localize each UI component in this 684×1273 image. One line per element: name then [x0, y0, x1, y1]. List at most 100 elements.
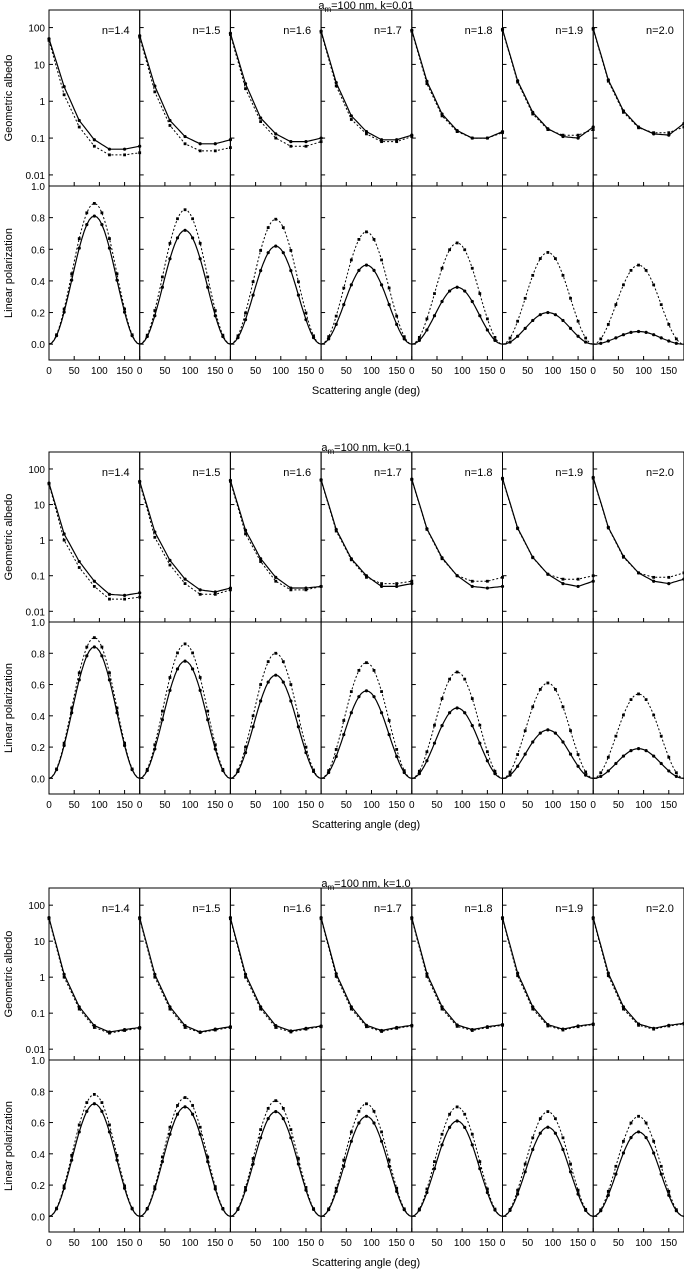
x-tick-label: 100 — [182, 366, 199, 377]
polarization-dotted-point — [251, 714, 255, 718]
polarization-dotted-point — [584, 336, 588, 340]
albedo-dotted-point — [561, 133, 565, 137]
polarization-dotted-point — [463, 677, 467, 681]
albedo-tick-label: 10 — [34, 501, 46, 512]
albedo-dotted-point — [244, 87, 247, 91]
polarization-dotted-point — [387, 719, 391, 722]
polarization-dotted-point — [637, 263, 640, 267]
polarization-dotted-point — [266, 660, 270, 664]
polarization-solid-point — [62, 743, 66, 748]
albedo-dotted-point — [591, 476, 595, 480]
albedo-dotted-point — [667, 575, 671, 579]
polarization-dotted-point — [606, 323, 610, 326]
polarization-solid-point — [183, 228, 187, 232]
polarization-solid-point — [667, 769, 671, 773]
albedo-dotted-point — [485, 136, 489, 140]
block-title: am=100 nm, k=0.1 — [321, 442, 410, 456]
albedo-dotted-point — [622, 110, 625, 114]
polarization-dotted-point — [191, 217, 195, 221]
albedo-dotted-line — [229, 481, 322, 591]
x-tick-label: 0 — [318, 1238, 324, 1249]
x-tick-label: 100 — [272, 366, 289, 377]
x-tick-label: 50 — [431, 800, 443, 811]
polarization-dotted-point — [614, 734, 618, 738]
polarization-solid-point — [463, 289, 467, 293]
polarization-solid-point — [538, 1131, 542, 1135]
x-tick-label: 150 — [388, 1238, 405, 1249]
polarization-tick-label: 0.4 — [31, 712, 45, 723]
polarization-dotted-point — [145, 1207, 149, 1210]
x-tick-label: 150 — [570, 1238, 587, 1249]
x-tick-label: 150 — [660, 800, 677, 811]
albedo-solid-point — [77, 118, 81, 123]
polarization-tick-label: 0.2 — [31, 1181, 45, 1192]
polarization-dotted-point — [289, 249, 293, 252]
albedo-tick-label: 0.1 — [31, 572, 45, 583]
polarization-dotted-point — [244, 311, 247, 315]
x-tick-label: 50 — [69, 1238, 81, 1249]
polarization-solid-point — [107, 1130, 112, 1134]
polarization-solid-point — [281, 1117, 285, 1121]
polarization-dotted-line — [411, 1106, 503, 1217]
polarization-solid-point — [168, 688, 172, 693]
albedo-dotted-point — [440, 1007, 444, 1011]
panel-label: n=2.0 — [646, 467, 674, 479]
polarization-solid-point — [85, 654, 89, 658]
panel-n=1.8: n=1.8 0 50 100 150 — [409, 9, 505, 377]
polarization-dotted-point — [667, 1189, 671, 1193]
albedo-dotted-point — [108, 153, 111, 157]
block-title: am=100 nm, k=0.01 — [318, 0, 413, 14]
polarization-dotted-point — [221, 767, 225, 771]
polarization-dotted-point — [372, 1109, 376, 1113]
polarization-dotted-point — [674, 1208, 678, 1212]
polarization-solid-point — [107, 678, 112, 682]
polarization-panel-frame — [229, 621, 322, 795]
polarization-panel-frame — [320, 1059, 413, 1233]
polarization-dotted-point — [622, 713, 625, 717]
polarization-panel-frame — [320, 621, 413, 795]
panel-n=2.0: n=2.0 0 50 100 150 — [590, 887, 684, 1249]
polarization-solid-line — [593, 1131, 684, 1217]
polarization-solid-point — [387, 1164, 391, 1168]
albedo-dotted-line — [502, 478, 594, 580]
albedo-tick-label: 0.01 — [26, 1045, 46, 1056]
polarization-dotted-point — [455, 1105, 459, 1109]
polarization-solid-point — [160, 1160, 164, 1164]
block-title: am=100 nm, k=1.0 — [321, 878, 410, 892]
polarization-solid-point — [281, 680, 285, 684]
panel-n=1.7: n=1.7 0 50 100 150 — [318, 887, 414, 1249]
polarization-solid-point — [531, 740, 535, 744]
albedo-dotted-point — [652, 575, 656, 579]
polarization-solid-point — [470, 299, 474, 304]
polarization-dotted-point — [55, 767, 58, 771]
polarization-dotted-point — [387, 1158, 391, 1162]
polarization-solid-point — [478, 741, 482, 745]
albedo-solid-point — [667, 582, 671, 586]
polarization-solid-line — [230, 674, 322, 779]
albedo-dotted-point — [244, 975, 247, 979]
albedo-solid-point — [122, 147, 127, 151]
polarization-panel-frame — [48, 185, 141, 361]
polarization-dotted-point — [417, 769, 421, 773]
polarization-solid-point — [523, 752, 527, 756]
albedo-dotted-point — [259, 120, 263, 124]
polarization-solid-line — [502, 729, 594, 779]
polarization-dotted-point — [85, 211, 89, 215]
figure-block-1: am=100 nm, k=0.01 Geometric albedo Linear … — [3, 0, 684, 397]
polarization-dotted-point — [554, 1117, 557, 1121]
albedo-dotted-point — [470, 1029, 474, 1032]
x-tick-label: 150 — [298, 1238, 315, 1249]
polarization-dotted-point — [62, 741, 66, 745]
polarization-solid-point — [644, 749, 648, 753]
polarization-solid-point — [561, 740, 565, 744]
polarization-solid-point — [485, 328, 489, 332]
polarization-dotted-point — [191, 651, 195, 655]
polarization-dotted-point — [652, 1139, 656, 1143]
albedo-dotted-point — [516, 527, 520, 531]
x-tick-label: 50 — [341, 366, 353, 377]
albedo-dotted-point — [410, 29, 414, 33]
albedo-dotted-point — [319, 917, 323, 921]
polarization-dotted-point — [183, 642, 187, 646]
polarization-dotted-point — [485, 750, 489, 754]
albedo-tick-label: 0.1 — [31, 1009, 45, 1020]
